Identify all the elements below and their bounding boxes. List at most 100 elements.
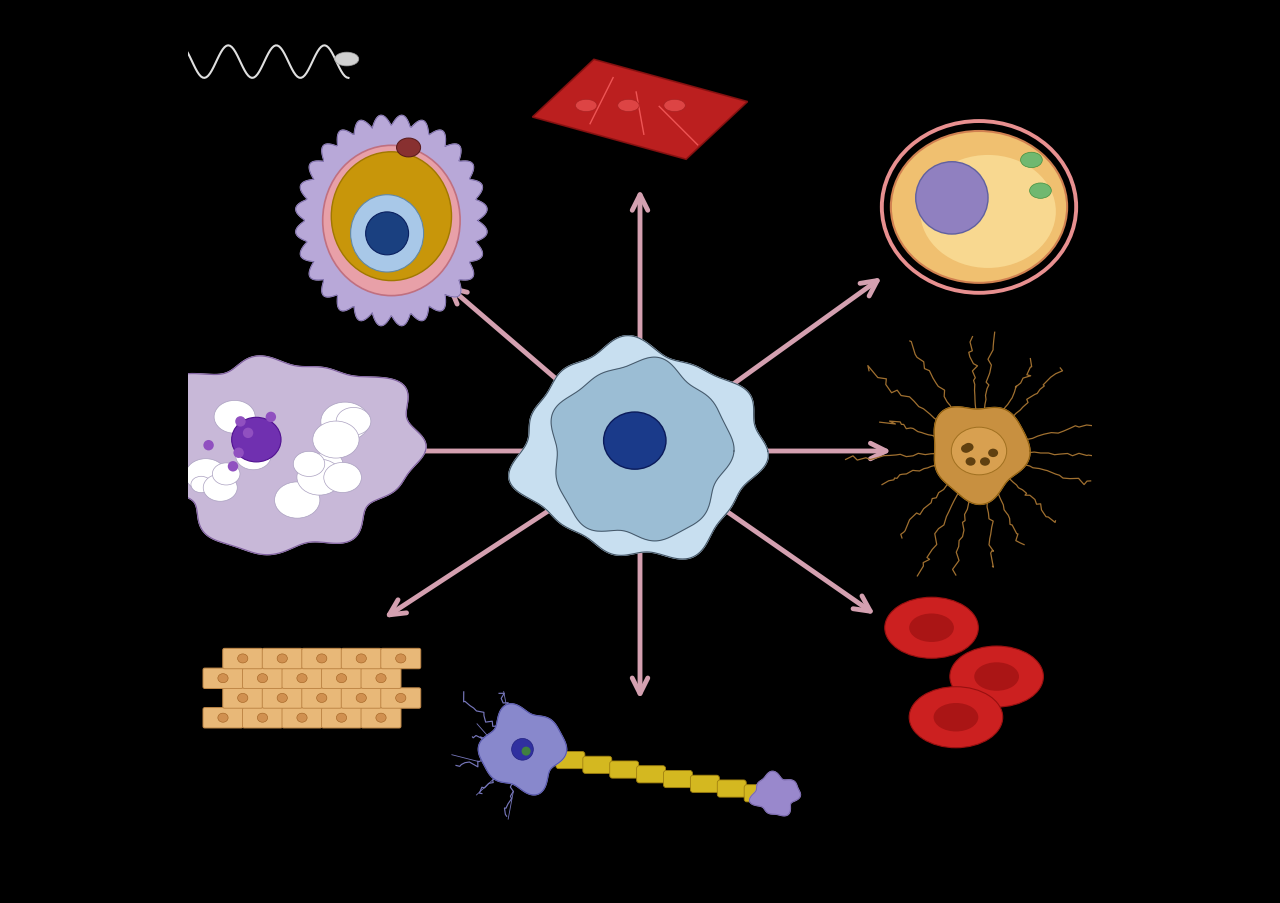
FancyBboxPatch shape — [204, 668, 243, 689]
Ellipse shape — [276, 694, 288, 703]
Ellipse shape — [218, 713, 228, 722]
Ellipse shape — [334, 53, 358, 67]
FancyBboxPatch shape — [582, 757, 612, 774]
Ellipse shape — [324, 463, 361, 493]
Ellipse shape — [988, 449, 998, 458]
Ellipse shape — [276, 654, 288, 663]
FancyBboxPatch shape — [380, 688, 421, 709]
Ellipse shape — [397, 139, 421, 158]
Polygon shape — [479, 704, 567, 795]
Ellipse shape — [396, 654, 406, 663]
Ellipse shape — [576, 100, 596, 113]
Ellipse shape — [236, 422, 264, 444]
Circle shape — [233, 448, 244, 459]
Ellipse shape — [186, 459, 227, 492]
Ellipse shape — [604, 413, 666, 470]
Circle shape — [236, 416, 246, 427]
Ellipse shape — [337, 408, 371, 435]
Ellipse shape — [323, 146, 460, 296]
Circle shape — [228, 461, 238, 472]
Ellipse shape — [232, 418, 282, 462]
FancyBboxPatch shape — [321, 708, 361, 728]
FancyBboxPatch shape — [282, 668, 323, 689]
Ellipse shape — [1020, 153, 1042, 168]
Ellipse shape — [664, 100, 685, 113]
Polygon shape — [750, 771, 800, 815]
FancyBboxPatch shape — [302, 688, 342, 709]
FancyBboxPatch shape — [380, 648, 421, 669]
Ellipse shape — [376, 674, 387, 683]
Circle shape — [512, 739, 534, 760]
Ellipse shape — [964, 443, 974, 452]
FancyBboxPatch shape — [717, 780, 746, 797]
Circle shape — [366, 212, 408, 256]
Circle shape — [915, 163, 988, 235]
Ellipse shape — [933, 703, 978, 731]
FancyBboxPatch shape — [744, 785, 773, 802]
Ellipse shape — [884, 598, 978, 658]
Ellipse shape — [965, 458, 975, 466]
FancyBboxPatch shape — [282, 708, 323, 728]
FancyBboxPatch shape — [361, 668, 401, 689]
Ellipse shape — [376, 713, 387, 722]
FancyBboxPatch shape — [223, 648, 262, 669]
Ellipse shape — [920, 155, 1056, 269]
Ellipse shape — [214, 401, 255, 433]
Circle shape — [521, 747, 531, 756]
Ellipse shape — [351, 196, 424, 273]
FancyBboxPatch shape — [663, 770, 692, 787]
Ellipse shape — [332, 153, 452, 281]
Ellipse shape — [297, 460, 342, 496]
Circle shape — [243, 428, 253, 439]
Ellipse shape — [980, 458, 989, 466]
Ellipse shape — [257, 674, 268, 683]
Ellipse shape — [337, 713, 347, 722]
FancyBboxPatch shape — [302, 648, 342, 669]
Ellipse shape — [204, 474, 237, 502]
FancyBboxPatch shape — [636, 766, 666, 783]
Polygon shape — [934, 407, 1030, 505]
FancyBboxPatch shape — [556, 751, 585, 768]
Ellipse shape — [191, 477, 211, 493]
Polygon shape — [508, 336, 768, 559]
Ellipse shape — [396, 694, 406, 703]
FancyBboxPatch shape — [361, 708, 401, 728]
FancyBboxPatch shape — [342, 648, 381, 669]
Ellipse shape — [297, 713, 307, 722]
Ellipse shape — [961, 445, 972, 453]
FancyBboxPatch shape — [321, 668, 361, 689]
FancyBboxPatch shape — [609, 761, 639, 778]
FancyBboxPatch shape — [223, 688, 262, 709]
Ellipse shape — [618, 100, 639, 113]
Ellipse shape — [951, 428, 1006, 475]
Polygon shape — [532, 61, 748, 160]
Ellipse shape — [218, 674, 228, 683]
Polygon shape — [296, 116, 486, 326]
Ellipse shape — [274, 482, 320, 518]
Ellipse shape — [257, 713, 268, 722]
Ellipse shape — [974, 663, 1019, 691]
Circle shape — [266, 413, 276, 423]
Ellipse shape — [950, 647, 1043, 707]
Ellipse shape — [238, 694, 248, 703]
Ellipse shape — [293, 452, 325, 477]
Ellipse shape — [891, 132, 1068, 284]
FancyBboxPatch shape — [242, 668, 283, 689]
Ellipse shape — [1029, 183, 1051, 199]
Ellipse shape — [909, 687, 1002, 748]
Ellipse shape — [356, 694, 366, 703]
FancyBboxPatch shape — [262, 688, 302, 709]
Polygon shape — [150, 357, 426, 555]
FancyBboxPatch shape — [690, 776, 719, 793]
Polygon shape — [552, 358, 733, 541]
FancyBboxPatch shape — [242, 708, 283, 728]
Ellipse shape — [356, 654, 366, 663]
FancyBboxPatch shape — [204, 708, 243, 728]
FancyBboxPatch shape — [342, 688, 381, 709]
Circle shape — [204, 441, 214, 451]
Ellipse shape — [321, 403, 370, 442]
FancyBboxPatch shape — [262, 648, 302, 669]
Ellipse shape — [909, 614, 954, 642]
Ellipse shape — [316, 654, 326, 663]
Ellipse shape — [236, 442, 271, 470]
